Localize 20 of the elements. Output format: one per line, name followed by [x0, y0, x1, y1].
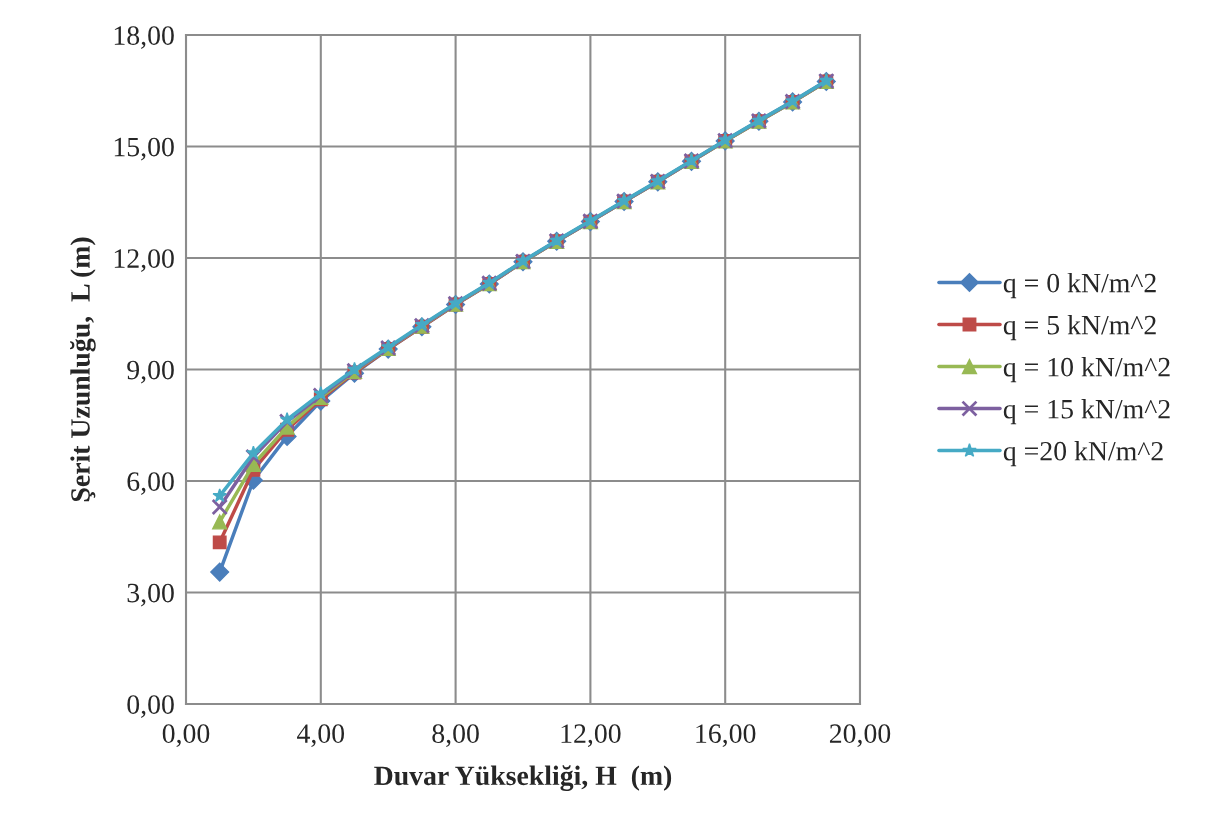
- y-tick-label: 15,00: [114, 137, 174, 161]
- x-tick-label: 12,00: [561, 724, 621, 747]
- legend-label: q =20 kN/m^2: [1003, 441, 1163, 467]
- y-tick-label: 3,00: [127, 583, 174, 607]
- x-axis-title: Duvar Yüksekliği, H (m): [374, 765, 672, 792]
- y-axis-title: Şerit Uzunluğu, L (m): [70, 237, 96, 502]
- x-tick-label: 8,00: [432, 724, 479, 747]
- x-tick-label: 0,00: [162, 724, 210, 747]
- x-tick-label: 16,00: [696, 724, 756, 747]
- y-tick-label: 0,00: [127, 695, 174, 718]
- y-tick-label: 9,00: [127, 360, 174, 384]
- y-tick-label: 12,00: [114, 249, 174, 272]
- x-tick-label: 4,00: [297, 724, 345, 747]
- y-tick-label: 6,00: [127, 472, 174, 495]
- legend-label: q = 5 kN/m^2: [1003, 314, 1156, 341]
- x-tick-label: 20,00: [829, 724, 891, 747]
- legend-label: q = 0 kN/m^2: [1003, 272, 1156, 299]
- legend-label: q = 10 kN/m^2: [1003, 356, 1170, 383]
- y-tick-label: 18,00: [114, 26, 174, 49]
- legend-label: q = 15 kN/m^2: [1003, 399, 1170, 425]
